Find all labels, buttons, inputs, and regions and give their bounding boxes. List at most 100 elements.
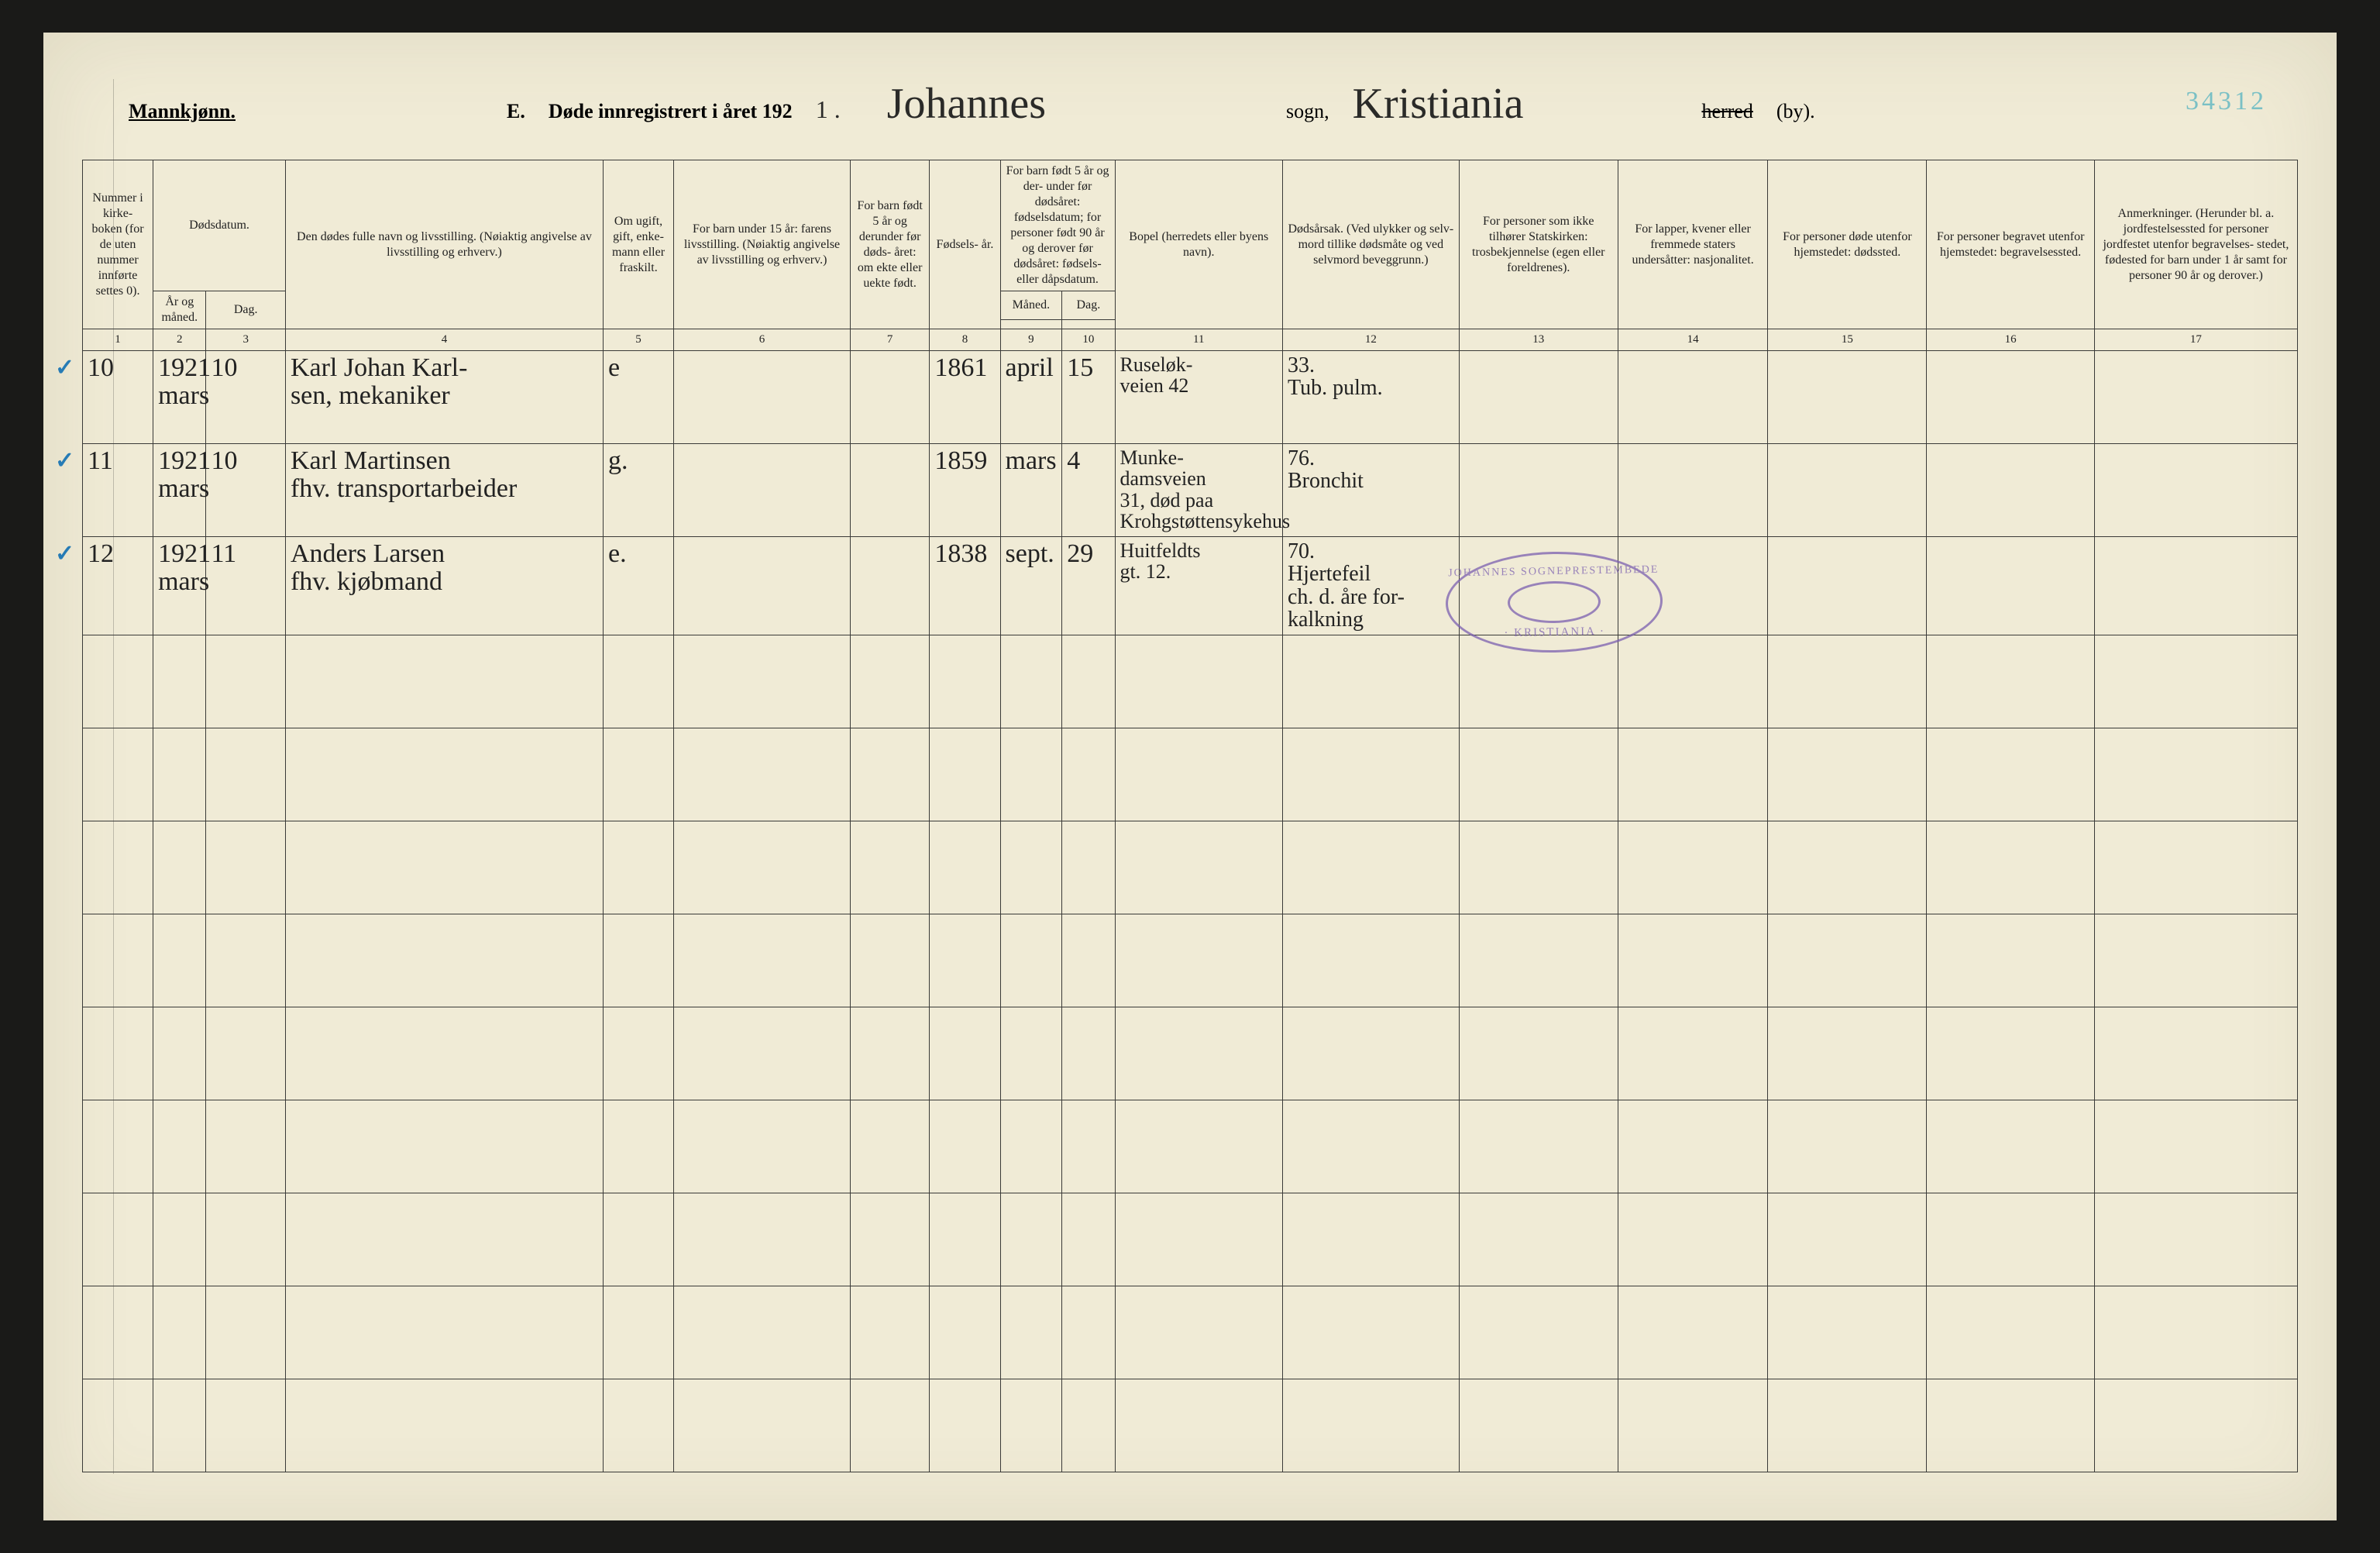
title-letter: E. <box>507 100 525 123</box>
col-header: For personer døde utenfor hjemstedet: dø… <box>1768 160 1927 329</box>
table-cell: ✓11 <box>83 444 153 537</box>
table-cell: g. <box>603 444 673 537</box>
table-cell <box>2094 1286 2297 1379</box>
table-cell <box>206 1286 286 1379</box>
table-cell: 1921mars <box>153 351 206 444</box>
table-cell <box>2094 1007 2297 1100</box>
col-subheader: Dag. <box>1062 291 1115 320</box>
table-cell <box>1000 728 1062 821</box>
table-cell <box>1000 1193 1062 1286</box>
table-cell: 1921mars <box>153 444 206 537</box>
table-cell <box>1927 351 2094 444</box>
table-cell <box>1000 1379 1062 1472</box>
table-cell <box>153 821 206 914</box>
table-cell: 4 <box>1062 444 1115 537</box>
page-number: 34312 <box>2186 87 2267 116</box>
table-cell: ✓12 <box>83 537 153 635</box>
table-cell <box>850 444 930 537</box>
table-cell <box>674 1379 851 1472</box>
parish-value: Kristiania <box>1353 79 1524 129</box>
table-cell <box>1062 1193 1115 1286</box>
col-header: Dødsdatum. <box>153 160 286 291</box>
table-cell: Ruseløk-veien 42 <box>1115 351 1282 444</box>
table-cell <box>1927 1379 2094 1472</box>
table-cell <box>83 1379 153 1472</box>
table-cell <box>153 1286 206 1379</box>
table-cell: 1838 <box>930 537 1000 635</box>
table-cell <box>2094 537 2297 635</box>
table-cell <box>1459 821 1618 914</box>
by-label: (by). <box>1776 100 1815 123</box>
table-cell <box>603 1100 673 1193</box>
col-number: 13 <box>1459 329 1618 351</box>
table-cell <box>1000 635 1062 728</box>
table-cell <box>83 1286 153 1379</box>
table-cell: 11 <box>206 537 286 635</box>
table-cell <box>1618 1379 1768 1472</box>
table-cell <box>1459 1100 1618 1193</box>
col-subheader: Dag. <box>206 291 286 329</box>
table-row-blank <box>83 1286 2298 1379</box>
table-cell <box>850 1007 930 1100</box>
col-header: For personer som ikke tilhører Statskirk… <box>1459 160 1618 329</box>
table-cell <box>2094 444 2297 537</box>
table-cell <box>1927 914 2094 1007</box>
column-number-row: 1 2 3 4 5 6 7 8 9 10 11 12 13 14 15 16 1 <box>83 329 2298 351</box>
table-cell <box>930 1100 1000 1193</box>
col-number: 1 <box>83 329 153 351</box>
table-row-blank <box>83 1007 2298 1100</box>
table-cell <box>930 728 1000 821</box>
table-cell: e. <box>603 537 673 635</box>
col-subheader: År og måned. <box>153 291 206 329</box>
table-cell <box>206 821 286 914</box>
col-header: Nummer i kirke- boken (for de uten numme… <box>83 160 153 329</box>
table-cell <box>930 821 1000 914</box>
table-cell <box>2094 635 2297 728</box>
table-cell <box>603 914 673 1007</box>
table-cell <box>850 914 930 1007</box>
table-cell <box>930 1193 1000 1286</box>
table-cell <box>1768 351 1927 444</box>
table-cell <box>1062 635 1115 728</box>
table-row-blank <box>83 1193 2298 1286</box>
table-cell <box>674 1193 851 1286</box>
table-cell <box>206 1193 286 1286</box>
table-cell <box>1618 821 1768 914</box>
table-cell <box>83 1007 153 1100</box>
table-cell <box>1282 1286 1459 1379</box>
table-cell <box>1459 1379 1618 1472</box>
table-cell <box>850 537 930 635</box>
table-cell: 15 <box>1062 351 1115 444</box>
col-number: 8 <box>930 329 1000 351</box>
table-cell <box>1768 728 1927 821</box>
stamp-inner-oval <box>1508 580 1601 623</box>
table-cell <box>285 1100 603 1193</box>
table-cell <box>1459 1007 1618 1100</box>
sogn-label: sogn, <box>1286 100 1329 123</box>
table-cell <box>1927 1193 2094 1286</box>
table-cell <box>1618 1193 1768 1286</box>
table-cell: mars <box>1000 444 1062 537</box>
col-number: 6 <box>674 329 851 351</box>
table-cell <box>674 1007 851 1100</box>
table-cell <box>1115 728 1282 821</box>
table-cell <box>2094 1379 2297 1472</box>
table-cell <box>674 914 851 1007</box>
table-cell <box>850 1379 930 1472</box>
col-header: For barn født 5 år og derunder før døds-… <box>850 160 930 329</box>
table-row-blank <box>83 821 2298 914</box>
col-subheader: Måned. <box>1000 291 1062 320</box>
col-number: 11 <box>1115 329 1282 351</box>
table-cell <box>285 821 603 914</box>
table-cell <box>1000 914 1062 1007</box>
table-cell <box>1927 1100 2094 1193</box>
title-text: Døde innregistrert i året 192 <box>549 100 793 123</box>
table-cell <box>1927 537 2094 635</box>
table-cell <box>206 635 286 728</box>
table-cell <box>603 821 673 914</box>
table-cell: 29 <box>1062 537 1115 635</box>
table-cell: 10 <box>206 444 286 537</box>
table-cell <box>83 1193 153 1286</box>
table-cell: 10 <box>206 351 286 444</box>
table-cell <box>850 635 930 728</box>
